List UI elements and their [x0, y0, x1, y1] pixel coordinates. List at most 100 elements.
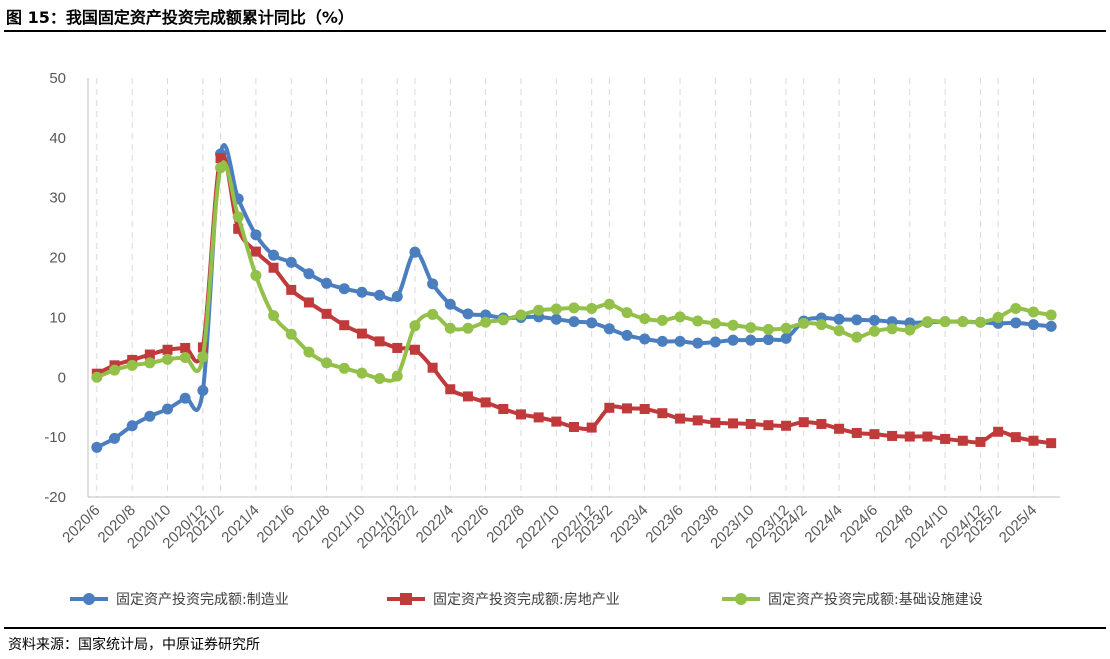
data-point [215, 162, 227, 174]
data-point [533, 304, 545, 316]
data-point [268, 310, 280, 322]
x-tick-label: 2021/6 [254, 502, 298, 546]
legend-item-infrastructure: 固定资产投资完成额:基础设施建设 [722, 591, 983, 608]
data-point [374, 336, 385, 347]
data-point [162, 353, 174, 365]
data-point [179, 392, 191, 404]
series-infrastructure [91, 160, 1057, 384]
data-point [409, 320, 421, 332]
data-point [621, 307, 633, 319]
data-point [268, 249, 280, 261]
data-point [780, 332, 792, 344]
data-point [462, 322, 474, 334]
data-point [763, 420, 774, 431]
legend-item-manufacturing: 固定资产投资完成额:制造业 [70, 592, 289, 608]
data-point [144, 357, 156, 369]
data-point [391, 370, 403, 382]
data-point [728, 418, 739, 429]
data-point [568, 302, 580, 314]
data-point [462, 308, 474, 320]
data-point [710, 417, 721, 428]
data-point [851, 314, 863, 326]
data-point [675, 413, 686, 424]
data-point [833, 313, 845, 325]
legend-label: 固定资产投资完成额:房地产业 [433, 592, 620, 608]
data-point [639, 333, 651, 345]
data-point [727, 319, 739, 331]
data-point [869, 429, 880, 440]
x-tick-label: 2024/4 [801, 502, 845, 546]
data-point [957, 435, 968, 446]
data-point [180, 342, 191, 353]
legend-marker [83, 593, 95, 605]
series-lines [91, 143, 1057, 453]
data-point [992, 311, 1004, 323]
data-point [674, 311, 686, 323]
data-point [922, 431, 933, 442]
data-point [392, 342, 403, 353]
legend-marker [400, 593, 412, 605]
data-point [109, 432, 121, 444]
data-point [762, 334, 774, 346]
data-point [586, 302, 598, 314]
data-point [356, 367, 368, 379]
y-tick-label: -10 [44, 429, 66, 446]
data-point [603, 298, 615, 310]
data-point [904, 324, 916, 336]
y-tick-label: 20 [49, 250, 66, 267]
data-point [497, 314, 509, 326]
data-point [427, 308, 439, 320]
data-point [250, 229, 262, 241]
data-point [709, 317, 721, 329]
data-point [975, 436, 986, 447]
data-point [974, 316, 986, 328]
data-point [550, 303, 562, 315]
data-point [1027, 306, 1039, 318]
y-axis: -20 -10 0 10 20 30 40 50 [44, 70, 89, 506]
legend-item-real-estate: 固定资产投资完成额:房地产业 [387, 592, 620, 608]
data-point [1010, 432, 1021, 443]
data-point [409, 246, 421, 258]
data-point [179, 352, 191, 364]
data-point [1045, 320, 1057, 332]
data-point [692, 315, 704, 327]
data-point [144, 410, 156, 422]
grid-layer [96, 78, 1034, 497]
data-point [1045, 309, 1057, 321]
data-point [356, 286, 368, 298]
data-point [851, 331, 863, 343]
data-point [551, 416, 562, 427]
data-point [444, 322, 456, 334]
data-point [834, 423, 845, 434]
data-point [727, 334, 739, 346]
data-point [1028, 435, 1039, 446]
data-point [656, 314, 668, 326]
data-point [745, 322, 757, 334]
data-point [480, 316, 492, 328]
data-point [250, 246, 261, 257]
chart-title: 图 15：我国固定资产投资完成额累计同比（%） [6, 8, 354, 27]
data-point [868, 314, 880, 326]
data-point [1010, 302, 1022, 314]
data-point [780, 322, 792, 334]
data-point [816, 418, 827, 429]
data-point [303, 268, 315, 280]
data-point [233, 223, 244, 234]
data-point [604, 402, 615, 413]
data-point [692, 415, 703, 426]
data-point [91, 371, 103, 383]
y-tick-label: 10 [49, 309, 66, 326]
data-point [444, 298, 456, 310]
data-point [356, 328, 367, 339]
data-point [745, 418, 756, 429]
data-point [674, 335, 686, 347]
data-point [868, 325, 880, 337]
data-point [427, 278, 439, 290]
data-point [144, 349, 155, 360]
data-point [338, 283, 350, 295]
data-point [762, 323, 774, 335]
data-point [745, 334, 757, 346]
data-point [569, 421, 579, 432]
data-point [391, 290, 403, 302]
